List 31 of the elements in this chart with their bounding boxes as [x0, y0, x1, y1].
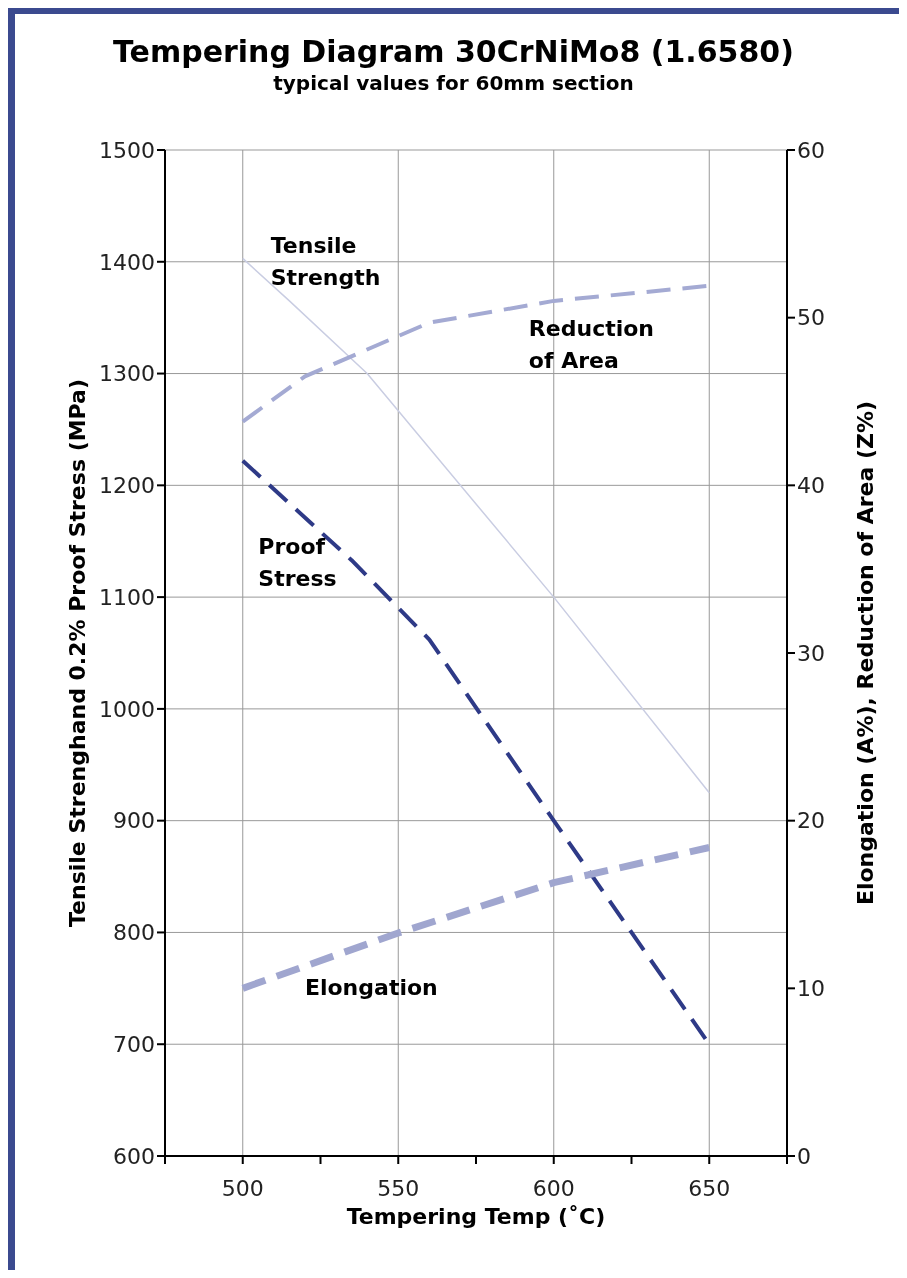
y-tick-label: 900	[113, 808, 155, 834]
y2-tick-label: 0	[797, 1143, 811, 1169]
y2-tick-label: 10	[797, 976, 825, 1002]
chart-title: Tempering Diagram 30CrNiMo8 (1.6580)	[112, 34, 795, 69]
y2-tick-label: 60	[797, 137, 825, 163]
y2-tick-label: 20	[797, 808, 825, 834]
series-label: Reduction of Area	[528, 315, 655, 373]
y-tick-label: 1500	[99, 137, 155, 163]
series-label: Elongation	[304, 975, 438, 1001]
series-label: Proof Stress	[258, 533, 337, 591]
y-axis-title: Tensile Strenghand 0.2% Proof Stress (MPa)	[64, 378, 90, 928]
y-tick-label: 1200	[99, 473, 155, 499]
y-tick-label: 1400	[99, 249, 155, 275]
y2-tick-label: 30	[797, 640, 825, 666]
y-tick-label: 700	[113, 1032, 155, 1058]
x-tick-label: 600	[532, 1175, 575, 1201]
y-tick-label: 1000	[99, 696, 155, 722]
y2-tick-label: 50	[797, 305, 825, 331]
chart-subtitle: typical values for 60mm section	[272, 71, 635, 95]
y2-axis-title: Elongation (A%), Reduction of Area (Z%)	[852, 400, 878, 906]
x-tick-label: 550	[377, 1175, 420, 1201]
y-tick-label: 1100	[99, 584, 155, 610]
y2-tick-label: 40	[797, 473, 825, 499]
x-axis-title: Tempering Temp (˚C)	[346, 1204, 606, 1229]
x-tick-label: 650	[688, 1175, 731, 1201]
line-series	[242, 257, 710, 794]
x-tick-label: 500	[221, 1175, 264, 1201]
y-tick-label: 600	[113, 1143, 155, 1169]
series-label: Tensile Strength	[270, 233, 381, 291]
y-tick-label: 1300	[99, 361, 155, 387]
y-tick-label: 800	[113, 920, 155, 946]
